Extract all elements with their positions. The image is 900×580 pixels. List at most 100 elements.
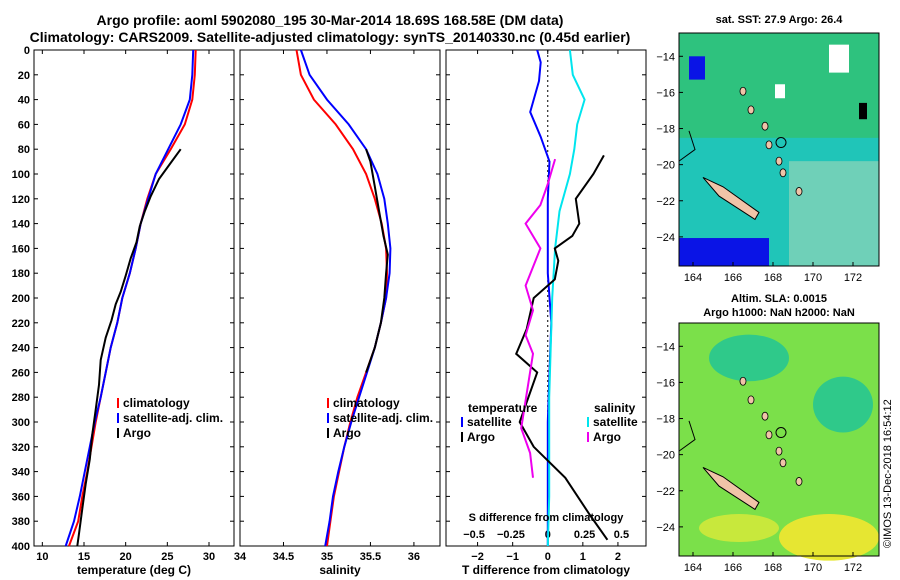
series-satellite-adj-clim- bbox=[299, 49, 392, 547]
x-tick-label: −2 bbox=[471, 551, 484, 563]
imos-credit: ©IMOS 13-Dec-2018 16:54:12 bbox=[882, 399, 894, 548]
legend-label: Argo bbox=[593, 430, 621, 444]
lat-label: −16 bbox=[656, 87, 675, 99]
lon-label: 168 bbox=[764, 272, 782, 284]
map-region bbox=[709, 334, 789, 382]
lon-label: 168 bbox=[764, 562, 782, 574]
legend-label: satellite-adj. clim. bbox=[123, 411, 223, 425]
y-tick-label: 120 bbox=[12, 194, 30, 206]
series-argo bbox=[365, 148, 389, 373]
y-tick-label: 80 bbox=[18, 144, 30, 156]
vanuatu-island bbox=[761, 411, 769, 421]
sst-map: −14 −16 −18 −20 −22 −24 164 166 168 170 172 bbox=[656, 32, 880, 284]
legend-label: climatology bbox=[333, 396, 400, 410]
lat-label: −24 bbox=[656, 232, 675, 244]
lon-label: 170 bbox=[804, 272, 822, 284]
legend-label: Argo bbox=[333, 426, 361, 440]
lon-label: 164 bbox=[684, 272, 702, 284]
vanuatu-island bbox=[761, 121, 769, 131]
series-salinity-argo bbox=[520, 158, 557, 478]
vanuatu-island bbox=[747, 105, 755, 115]
lat-label: −18 bbox=[656, 124, 675, 136]
s-tick-label: −0.5 bbox=[463, 529, 485, 541]
vanuatu-island bbox=[747, 395, 755, 405]
map-region bbox=[699, 514, 779, 543]
lon-label: 172 bbox=[844, 562, 862, 574]
y-tick-label: 40 bbox=[18, 95, 30, 107]
x-tick-label: 34 bbox=[234, 551, 247, 563]
lon-label: 166 bbox=[724, 272, 742, 284]
map-patch bbox=[679, 238, 769, 266]
title-line-2: Climatology: CARS2009. Satellite-adjuste… bbox=[29, 29, 631, 45]
vanuatu-island bbox=[795, 477, 803, 486]
lat-label: −22 bbox=[656, 196, 675, 208]
difference-xlabel-top: S difference from climatology bbox=[468, 512, 624, 524]
profile-charts: 0204060801001201401601802002202402602803… bbox=[12, 45, 647, 563]
x-tick-label: 0 bbox=[545, 551, 551, 563]
y-tick-label: 360 bbox=[12, 491, 30, 503]
legend-difference: temperature salinitysatelliteArgosatellit… bbox=[461, 401, 638, 444]
legend-heading: temperature bbox=[468, 401, 538, 415]
x-tick-label: 35.5 bbox=[360, 551, 381, 563]
title-line-1: Argo profile: aoml 5902080_195 30-Mar-20… bbox=[96, 12, 564, 28]
y-tick-label: 340 bbox=[12, 467, 30, 479]
x-tick-label: 35 bbox=[321, 551, 333, 563]
sla-map: −14 −16 −18 −20 −22 −24 164 166 168 170 172 bbox=[656, 322, 880, 574]
lon-label: 164 bbox=[684, 562, 702, 574]
vanuatu-island bbox=[765, 140, 773, 150]
y-tick-label: 380 bbox=[12, 516, 30, 528]
plot-frame bbox=[445, 49, 647, 547]
lat-label: −24 bbox=[656, 522, 675, 534]
y-tick-label: 60 bbox=[18, 119, 30, 131]
salinity-xlabel: salinity bbox=[319, 563, 361, 577]
x-tick-label: 2 bbox=[615, 551, 621, 563]
y-tick-label: 320 bbox=[12, 442, 30, 454]
y-tick-label: 100 bbox=[12, 169, 30, 181]
x-tick-label: 30 bbox=[203, 551, 215, 563]
plot-frame bbox=[33, 49, 235, 547]
y-tick-label: 220 bbox=[12, 318, 30, 330]
argo-position-marker bbox=[775, 427, 787, 439]
sla-map-title-1: Altim. SLA: 0.0015 bbox=[731, 293, 827, 305]
series-satellite-adj-clim- bbox=[64, 49, 195, 547]
chart-panel-salinity-profile: 34 34.5 35 35.5 36 bbox=[234, 49, 441, 563]
argo-position-marker bbox=[775, 137, 787, 149]
coastline bbox=[678, 130, 696, 162]
y-tick-label: 400 bbox=[12, 541, 30, 553]
difference-xlabel: T difference from climatology bbox=[461, 563, 631, 577]
vanuatu-island bbox=[779, 458, 787, 468]
new-caledonia-island bbox=[702, 467, 760, 511]
map-patch bbox=[775, 84, 785, 99]
y-tick-label: 200 bbox=[12, 293, 30, 305]
sla-map-title-2: Argo h1000: NaN h2000: NaN bbox=[703, 307, 855, 319]
vanuatu-island bbox=[779, 168, 787, 178]
vanuatu-island bbox=[795, 187, 803, 196]
series-temperature-satellite bbox=[529, 49, 553, 546]
y-tick-label: 20 bbox=[18, 70, 30, 82]
lon-label: 172 bbox=[844, 272, 862, 284]
vanuatu-island bbox=[775, 446, 783, 456]
lat-label: −22 bbox=[656, 486, 675, 498]
vanuatu-island bbox=[739, 86, 747, 96]
vanuatu-island bbox=[775, 156, 783, 166]
series-argo bbox=[76, 148, 182, 547]
legend-label: satellite bbox=[467, 415, 512, 429]
lon-label: 166 bbox=[724, 562, 742, 574]
legend-heading: salinity bbox=[594, 401, 636, 415]
lat-label: −20 bbox=[656, 450, 675, 462]
legend-label: climatology bbox=[123, 396, 190, 410]
x-tick-label: 15 bbox=[78, 551, 90, 563]
temperature-xlabel: temperature (deg C) bbox=[76, 563, 192, 577]
x-tick-label: 34.5 bbox=[273, 551, 294, 563]
vanuatu-island bbox=[739, 376, 747, 386]
vanuatu-island bbox=[765, 430, 773, 440]
x-tick-label: 25 bbox=[161, 551, 173, 563]
y-tick-label: 260 bbox=[12, 367, 30, 379]
map-region bbox=[779, 514, 879, 561]
new-caledonia-island bbox=[702, 177, 760, 221]
legend-label: satellite-adj. clim. bbox=[333, 411, 433, 425]
y-tick-label: 160 bbox=[12, 243, 30, 255]
legend-label: Argo bbox=[123, 426, 151, 440]
